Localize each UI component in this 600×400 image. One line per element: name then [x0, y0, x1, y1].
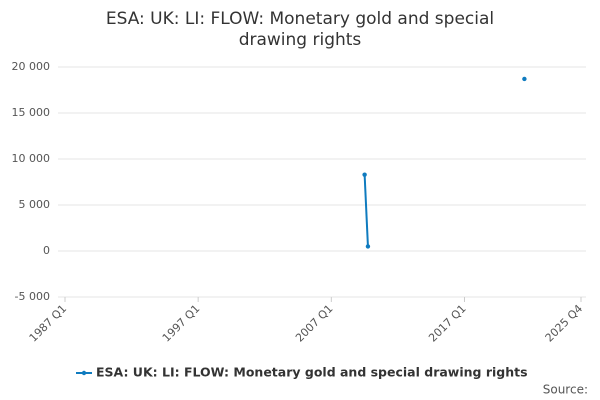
chart-title: ESA: UK: LI: FLOW: Monetary gold and spe… — [106, 9, 494, 50]
y-tick-label: 5 000 — [19, 198, 51, 211]
point — [362, 172, 367, 177]
x-tick-label: 1997 Q1 — [160, 302, 203, 345]
y-tick-label: 0 — [43, 244, 50, 257]
y-tick-label: 20 000 — [12, 60, 51, 73]
x-tick-label: 2007 Q1 — [293, 302, 336, 345]
series-line — [363, 174, 369, 247]
point — [522, 76, 527, 82]
x-tick-label: 2017 Q1 — [426, 302, 469, 345]
x-tick-label: 2025 Q4 — [543, 302, 586, 345]
legend-symbol — [81, 370, 87, 376]
y-tick-label: 10 000 — [12, 152, 51, 165]
source: Source: — [543, 383, 588, 397]
x-tick-label: 1987 Q1 — [27, 302, 70, 345]
y-tick-label: -5 000 — [15, 290, 50, 303]
point — [365, 244, 371, 249]
legend-label: ESA: UK: LI: FLOW: Monetary gold and spe… — [96, 365, 528, 380]
y-tick-label: 15 000 — [12, 106, 51, 119]
